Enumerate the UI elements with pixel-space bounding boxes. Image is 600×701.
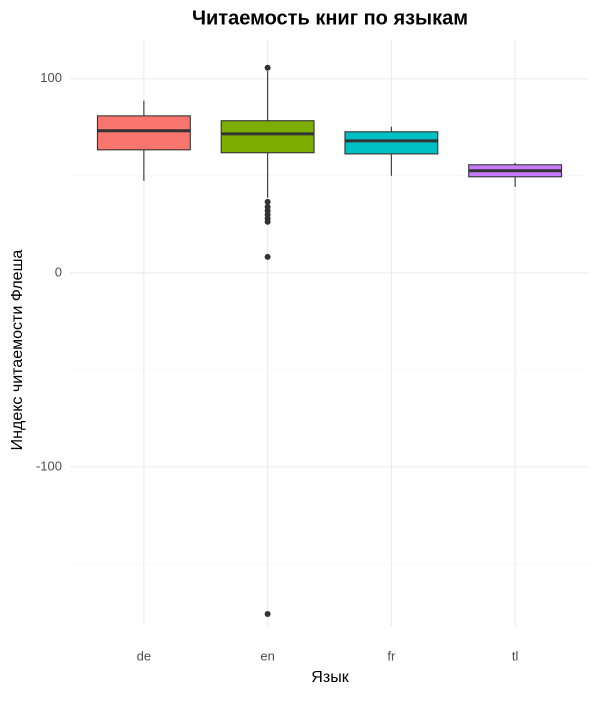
outlier xyxy=(264,64,271,71)
x-tick-label: en xyxy=(260,648,274,663)
x-tick-label: tl xyxy=(512,648,519,663)
x-tick-label: fr xyxy=(387,648,396,663)
y-tick-label: 100 xyxy=(40,70,62,85)
outlier xyxy=(264,198,271,205)
y-axis-label: Индекс читаемости Флеша xyxy=(9,250,26,451)
box xyxy=(220,120,315,154)
x-tick-label: de xyxy=(137,648,151,663)
box xyxy=(344,131,439,155)
outlier xyxy=(264,610,271,617)
box xyxy=(96,115,191,151)
y-tick-label: -100 xyxy=(36,458,62,473)
x-axis-label: Язык xyxy=(311,669,349,686)
outlier xyxy=(264,253,271,260)
y-tick-label: 0 xyxy=(55,264,62,279)
chart-title: Читаемость книг по языкам xyxy=(192,7,468,29)
outlier xyxy=(264,218,271,225)
